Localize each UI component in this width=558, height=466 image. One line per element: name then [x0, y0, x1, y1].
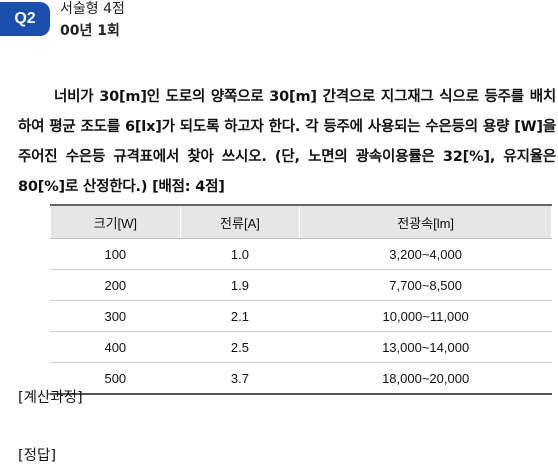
cell-current: 2.1	[179, 300, 301, 332]
cell-current: 3.7	[179, 362, 301, 395]
cell-current: 1.0	[179, 238, 301, 270]
cell-current: 1.9	[179, 269, 301, 301]
table-row: 200 1.9 7,700~8,500	[50, 269, 552, 301]
header-size: 크기[W]	[50, 204, 181, 239]
question-meta: 서술형 4점 00년 1회	[60, 0, 125, 42]
table-row: 400 2.5 13,000~14,000	[50, 331, 552, 363]
cell-flux: 7,700~8,500	[299, 269, 552, 301]
cell-size: 200	[50, 269, 181, 301]
calculation-label: [계산과정]	[18, 390, 83, 406]
header-luminous-flux: 전광속[lm]	[299, 204, 552, 239]
header-current: 전류[A]	[179, 204, 301, 239]
mercury-lamp-spec-table: 크기[W] 전류[A] 전광속[lm] 100 1.0 3,200~4,000 …	[50, 204, 552, 395]
cell-size: 400	[50, 331, 181, 363]
cell-current: 2.5	[179, 331, 301, 363]
cell-size: 300	[50, 300, 181, 332]
cell-size: 100	[50, 238, 181, 270]
cell-size: 500	[50, 362, 181, 395]
exam-year-label: 00년 1회	[60, 23, 120, 39]
table-row: 500 3.7 18,000~20,000	[50, 362, 552, 395]
table-header-row: 크기[W] 전류[A] 전광속[lm]	[50, 204, 552, 239]
question-text: 너비가 30[m]인 도로의 양쪽으로 30[m] 간격으로 지그재그 식으로 …	[18, 89, 556, 195]
cell-flux: 10,000~11,000	[299, 300, 552, 332]
answer-label: [정답]	[18, 448, 56, 464]
question-type-label: 서술형 4점	[60, 1, 125, 17]
table-row: 300 2.1 10,000~11,000	[50, 300, 552, 332]
cell-flux: 3,200~4,000	[299, 238, 552, 270]
table-row: 100 1.0 3,200~4,000	[50, 238, 552, 270]
cell-flux: 13,000~14,000	[299, 331, 552, 363]
question-number-badge: Q2	[0, 2, 50, 36]
cell-flux: 18,000~20,000	[299, 362, 552, 395]
